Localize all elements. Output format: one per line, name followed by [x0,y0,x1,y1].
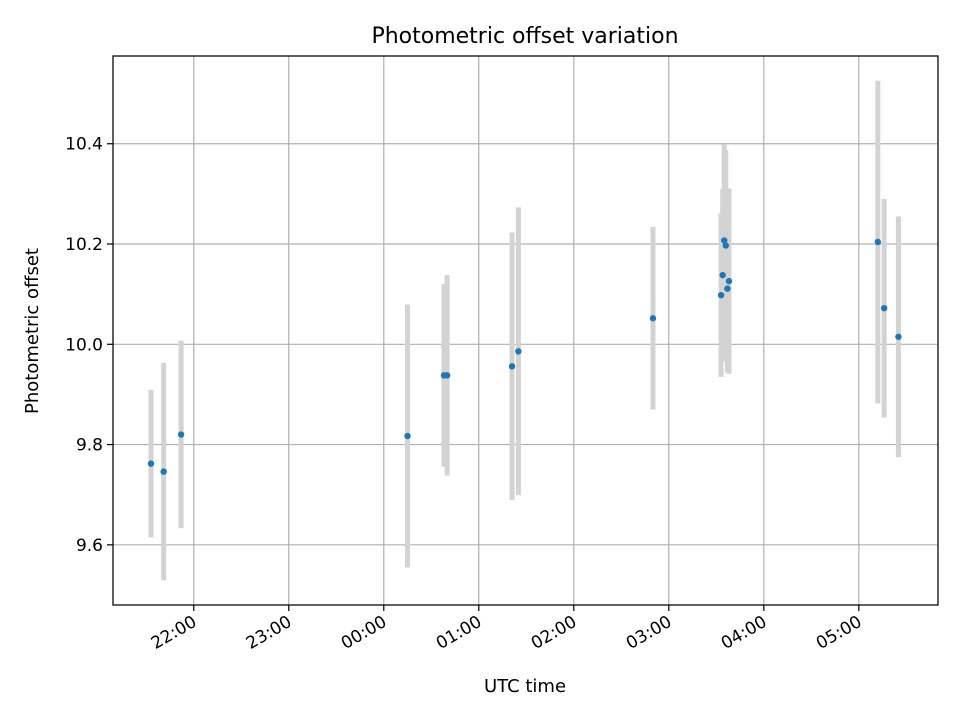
data-point [160,468,167,475]
data-point [515,348,522,355]
data-points [147,237,902,475]
data-point [404,432,411,440]
data-point [722,242,730,249]
plot-frame [112,55,939,606]
data-point [725,277,733,285]
data-point [649,315,657,322]
data-point [724,285,731,292]
data-point [147,460,155,467]
data-point [874,238,882,246]
x-axis-title: UTC time [484,676,566,697]
data-point [717,291,725,299]
grid-lines [113,56,938,605]
y-tick-label: 10.2 [65,235,103,255]
y-axis-ticks: 9.6 9.8 10.0 10.2 10.4 [65,135,113,556]
y-axis-title: Photometric offset [22,248,43,414]
y-tick-label: 10.0 [65,335,103,355]
data-point [508,363,516,370]
data-point [721,237,728,244]
y-tick-label: 10.4 [65,135,103,155]
data-point [895,333,902,340]
y-tick-label: 9.6 [76,536,103,556]
data-point [719,271,726,279]
data-point [443,372,451,379]
data-point [880,304,888,312]
data-point [177,431,185,438]
chart-title: Photometric offset variation [371,24,678,49]
y-tick-label: 9.8 [76,436,103,456]
